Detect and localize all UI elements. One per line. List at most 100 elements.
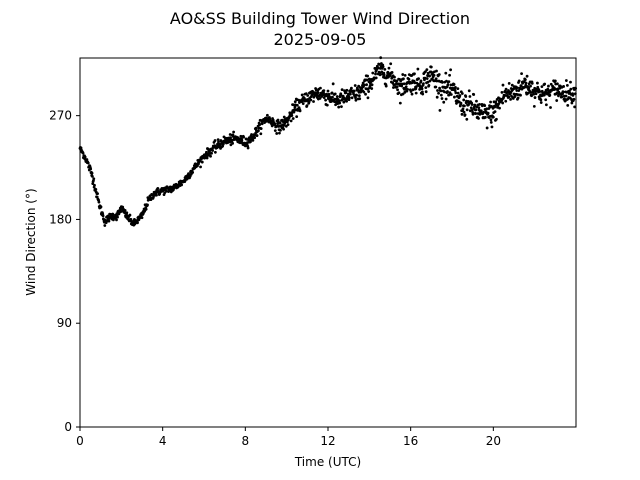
data-point (319, 86, 322, 90)
data-point (191, 170, 195, 174)
data-point (229, 136, 232, 140)
data-point (507, 82, 511, 85)
data-point (489, 121, 493, 124)
data-point (517, 89, 521, 92)
data-point (555, 99, 559, 102)
data-point (367, 90, 371, 93)
data-point (510, 83, 514, 87)
data-point (362, 83, 366, 87)
data-point (96, 192, 99, 196)
data-point (436, 89, 439, 92)
data-point (129, 218, 133, 221)
data-point (231, 141, 234, 145)
data-point (390, 71, 394, 74)
data-point (350, 86, 353, 90)
data-point (322, 89, 326, 92)
data-point (334, 103, 337, 107)
data-point (384, 84, 388, 88)
data-point (146, 203, 149, 207)
data-point (446, 83, 450, 87)
x-tick-label: 16 (403, 434, 418, 448)
data-point (165, 189, 168, 193)
data-point (275, 132, 279, 135)
data-point (209, 154, 212, 158)
data-point (421, 92, 425, 96)
data-point (305, 104, 309, 108)
plot-frame (79, 57, 577, 428)
data-point (398, 101, 402, 105)
data-point (472, 93, 476, 96)
data-point (500, 90, 504, 94)
data-point (463, 104, 466, 108)
data-point (380, 70, 384, 74)
data-point (345, 99, 348, 103)
data-point (449, 68, 453, 72)
data-point (144, 207, 148, 211)
data-point (176, 185, 180, 189)
data-point (397, 91, 401, 95)
data-point (548, 93, 552, 97)
y-tick-label: 0 (64, 420, 72, 434)
data-point (529, 84, 532, 88)
data-point (504, 87, 508, 91)
data-point (293, 100, 297, 104)
data-point (463, 113, 467, 117)
data-point (569, 87, 573, 91)
data-point (200, 160, 204, 164)
data-point (352, 89, 356, 93)
data-point (338, 101, 342, 105)
data-point (453, 89, 457, 92)
data-point (447, 80, 451, 83)
data-point (490, 125, 494, 129)
data-point (509, 97, 512, 101)
data-point (434, 85, 438, 89)
data-point (273, 129, 277, 132)
data-point (342, 100, 346, 104)
data-point (454, 86, 457, 89)
data-point (562, 85, 565, 88)
data-point (128, 213, 132, 217)
data-point (125, 211, 129, 215)
data-point (213, 150, 217, 154)
data-point (493, 110, 497, 114)
data-point (520, 72, 523, 76)
data-point (310, 93, 314, 97)
data-point (507, 95, 511, 99)
data-point (443, 90, 446, 94)
data-point (470, 108, 474, 112)
data-point (410, 92, 414, 96)
data-point (389, 62, 393, 66)
data-point (543, 82, 547, 86)
data-point (92, 177, 96, 181)
data-point (478, 103, 481, 106)
data-point (426, 80, 430, 84)
data-point (265, 113, 269, 117)
data-point (371, 71, 375, 75)
data-point (544, 98, 548, 102)
data-point (491, 115, 495, 119)
data-point (396, 88, 399, 92)
data-point (435, 79, 439, 83)
data-point (340, 88, 344, 92)
data-point (539, 98, 543, 102)
data-point (482, 110, 486, 114)
data-point (534, 92, 538, 96)
data-point (94, 188, 98, 191)
data-point (350, 96, 354, 100)
data-point (381, 65, 385, 69)
data-point (439, 89, 443, 93)
data-point (489, 118, 493, 122)
data-point (340, 105, 343, 109)
data-point (438, 86, 441, 90)
data-point (330, 91, 334, 95)
data-point (524, 83, 528, 87)
data-point (404, 85, 408, 89)
data-point (85, 158, 89, 161)
data-point (461, 107, 465, 111)
data-point (406, 87, 409, 91)
x-tick-label: 0 (76, 434, 84, 448)
data-point (402, 77, 405, 81)
data-point (437, 91, 440, 95)
data-point (483, 104, 487, 107)
data-point (435, 69, 438, 73)
